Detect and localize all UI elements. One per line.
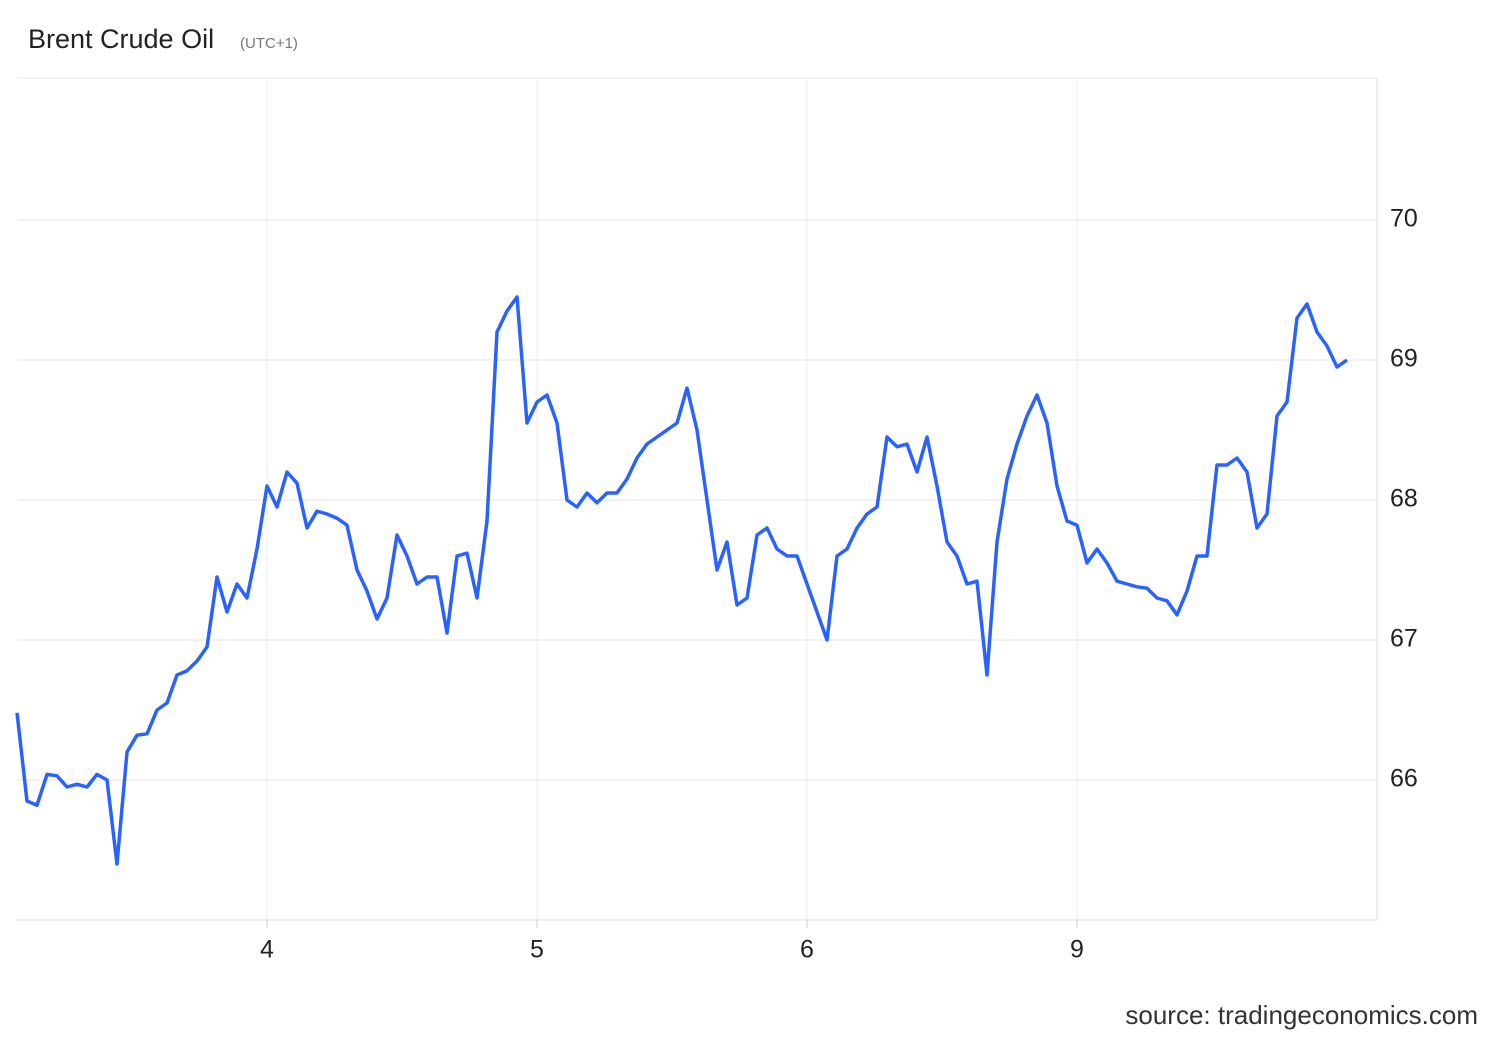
x-tick-label: 5 [530, 936, 544, 964]
y-tick-label: 69 [1390, 345, 1418, 373]
price-line [15, 295, 1349, 866]
x-tick-label: 9 [1070, 936, 1084, 964]
y-tick-label: 67 [1390, 625, 1418, 653]
y-tick-label: 66 [1390, 765, 1418, 793]
source: source: tradingeconomics.com [1125, 1000, 1478, 1030]
x-tick-label: 4 [260, 936, 274, 964]
x-tick-label: 6 [800, 936, 814, 964]
chart-title: Brent Crude Oil [28, 24, 214, 54]
y-tick-label: 68 [1390, 485, 1418, 513]
y-tick-label: 70 [1390, 205, 1418, 233]
chart-subtitle: (UTC+1) [240, 35, 298, 52]
